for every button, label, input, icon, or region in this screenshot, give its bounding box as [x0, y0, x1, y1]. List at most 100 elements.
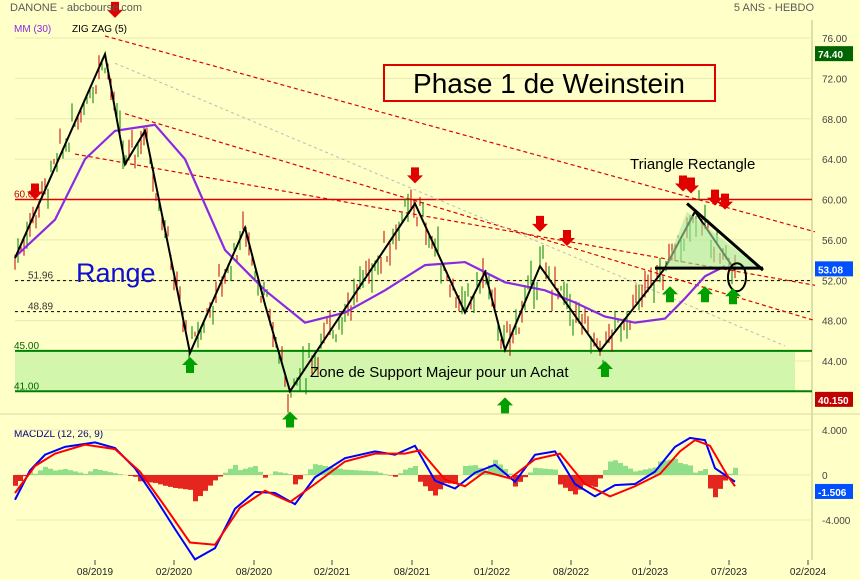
macd-histogram-bar	[313, 464, 318, 475]
macd-histogram-bar	[633, 471, 638, 475]
macd-histogram-bar	[708, 475, 713, 489]
sell-arrow-icon	[683, 177, 699, 194]
macd-histogram-bar	[563, 475, 568, 488]
macd-histogram-bar	[353, 470, 358, 475]
macd-histogram-bar	[218, 475, 223, 477]
macd-histogram-bar	[383, 474, 388, 475]
macd-histogram-bar	[608, 461, 613, 475]
high-value-tag-bg	[815, 46, 853, 62]
x-tick-label: 02/2020	[156, 567, 193, 578]
sell-arrow-icon	[717, 193, 733, 210]
macd-histogram-bar	[133, 475, 138, 477]
macd-histogram-bar	[628, 468, 633, 475]
macd-histogram-bar	[328, 466, 333, 475]
macd-histogram-bar	[358, 470, 363, 475]
macd-histogram-bar	[433, 475, 438, 496]
x-tick-label: 01/2023	[632, 567, 669, 578]
macd-histogram-bar	[403, 469, 408, 475]
macd-histogram-bar	[623, 465, 628, 475]
support-zone-label: Zone de Support Majeur pour un Achat	[310, 364, 569, 381]
macd-histogram-bar	[643, 469, 648, 475]
macd-histogram-bar	[103, 471, 108, 475]
macd-histogram-bar	[288, 474, 293, 475]
low-value-tag-bg	[815, 391, 853, 407]
macd-histogram-bar	[58, 469, 63, 475]
triangle-label: Triangle Rectangle	[630, 156, 755, 173]
sell-arrow-icon	[532, 215, 548, 232]
macd-histogram-bar	[108, 472, 113, 475]
zigzag-line	[14, 50, 736, 394]
macd-histogram-bar	[583, 475, 588, 485]
macd-histogram-bar	[453, 475, 458, 484]
macd-histogram-bar	[278, 472, 283, 475]
macd-histogram-bar	[413, 466, 418, 475]
macd-histogram-bar	[463, 466, 468, 475]
macd-histogram-bar	[533, 467, 538, 475]
macd-histogram-bar	[153, 475, 158, 483]
macd-histogram-bar	[73, 471, 78, 475]
sell-arrow-icon	[559, 229, 575, 246]
macd-histogram-bar	[178, 475, 183, 489]
macd-tick-label: 0	[822, 471, 828, 482]
macd-histogram-bar	[128, 475, 133, 476]
buy-arrow-icon	[282, 411, 298, 428]
support-zone	[15, 350, 795, 392]
phase-title-box	[383, 64, 716, 102]
last-price-tag-bg	[815, 261, 853, 277]
level-label: 41.00	[14, 381, 39, 392]
macd-histogram-bar	[308, 469, 313, 475]
macd-histogram-bar	[668, 459, 673, 475]
x-tick-label: 08/2019	[77, 567, 114, 578]
macd-histogram-bar	[298, 475, 303, 480]
macd-histogram-bar	[713, 475, 718, 498]
macd-histogram-bar	[368, 471, 373, 475]
macd-histogram-bar	[63, 469, 68, 475]
macd-histogram-bar	[88, 471, 93, 475]
triangle-fill	[665, 211, 760, 269]
macd-histogram-bar	[698, 470, 703, 475]
macd-tick-label: -4.000	[822, 516, 851, 527]
price-tick-label: 72.00	[822, 74, 847, 85]
x-tick-label: 01/2022	[474, 567, 511, 578]
price-tick-label: 76.00	[822, 34, 847, 45]
macd-histogram-bar	[98, 470, 103, 475]
macd-histogram-bar	[543, 468, 548, 475]
macd-histogram-bar	[148, 475, 153, 483]
macd-histogram-bar	[293, 475, 298, 485]
macd-histogram-bar	[338, 468, 343, 475]
last-price-tag: 53.08	[818, 265, 843, 276]
macd-histogram-bar	[173, 475, 178, 488]
chart-header-period: 5 ANS - HEBDO	[733, 2, 814, 14]
macd-histogram-bar	[198, 475, 203, 497]
breakout-circle	[727, 262, 747, 293]
macd-histogram-bar	[193, 475, 198, 502]
level-label: 45.00	[14, 341, 39, 352]
macd-histogram-bar	[333, 467, 338, 475]
macd-histogram-bar	[78, 472, 83, 475]
macd-histogram-bar	[558, 475, 563, 485]
buy-arrow-icon	[697, 286, 713, 303]
macd-histogram-bar	[378, 472, 383, 475]
macd-histogram-bar	[488, 465, 493, 475]
phase-title: Phase 1 de Weinstein	[413, 68, 685, 99]
sell-arrow-icon	[707, 189, 723, 206]
macd-histogram-bar	[618, 463, 623, 475]
x-tick-label: 08/2022	[553, 567, 590, 578]
x-tick-label: 02/2024	[790, 567, 827, 578]
macd-histogram-bar	[723, 475, 728, 481]
level-label: 60.00	[14, 190, 39, 201]
macd-histogram-bar	[658, 461, 663, 475]
macd-histogram-bar	[578, 475, 583, 490]
macd-histogram-bar	[118, 474, 123, 475]
macd-histogram-bar	[693, 472, 698, 475]
sell-arrow-icon	[27, 183, 43, 200]
macd-histogram-bar	[238, 470, 243, 475]
macd-histogram-bar	[598, 475, 603, 479]
resistance-trendline	[124, 113, 816, 322]
buy-arrow-icon	[597, 360, 613, 377]
high-value-tag: 74.40	[818, 50, 843, 61]
macd-histogram-bar	[553, 469, 558, 475]
macd-histogram-bar	[448, 475, 453, 484]
macd-histogram-bar	[68, 470, 73, 475]
macd-histogram-bar	[43, 466, 48, 475]
